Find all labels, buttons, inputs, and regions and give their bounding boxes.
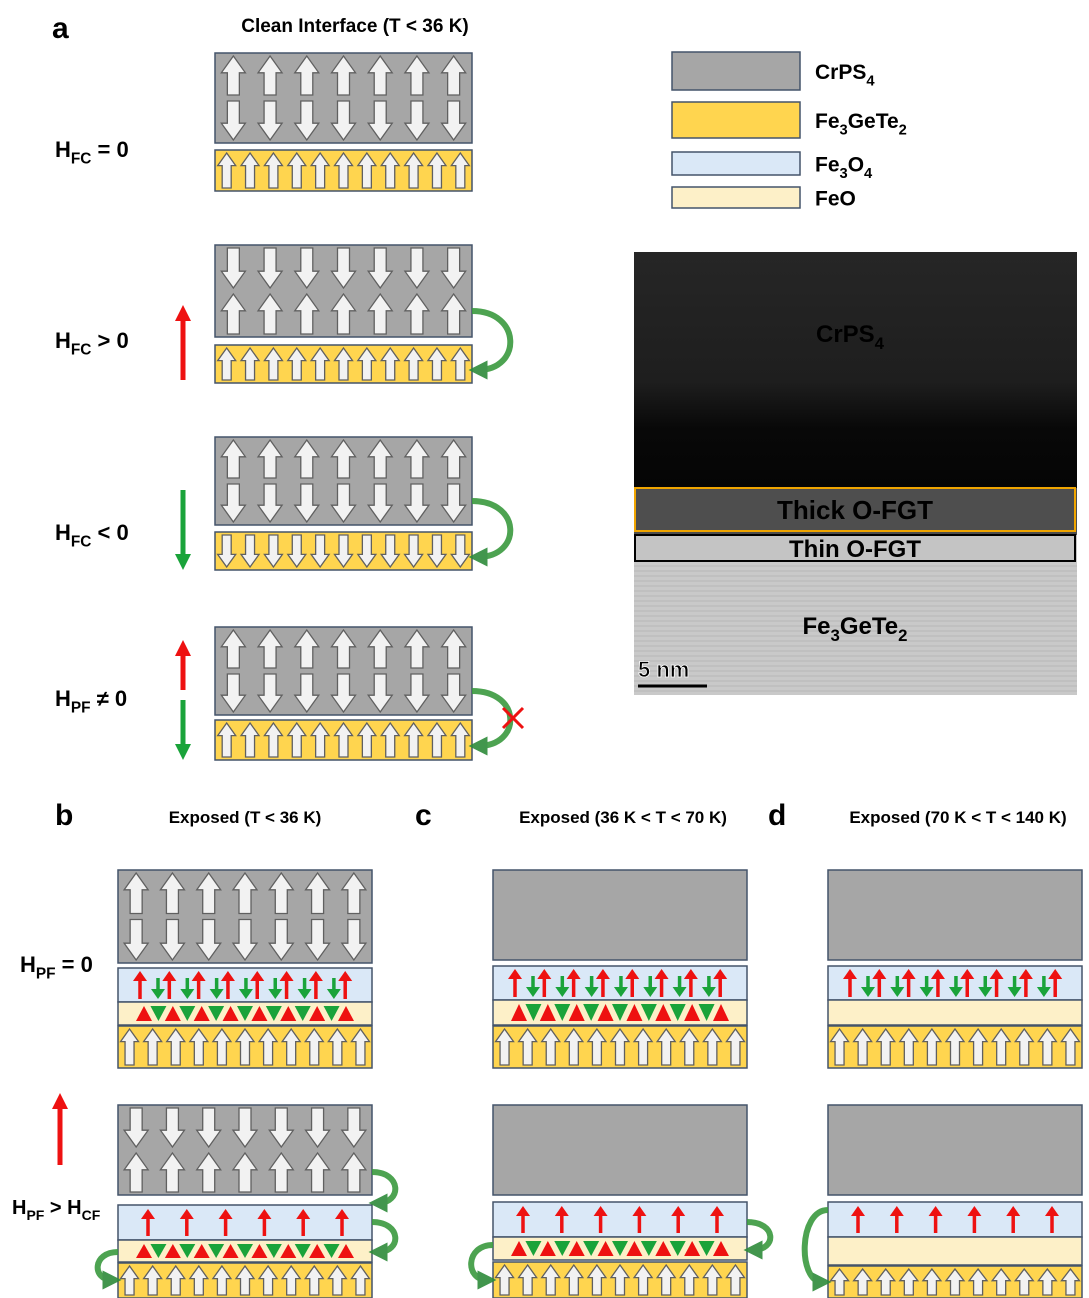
coupling-arrow xyxy=(472,691,510,746)
coupling-arrow xyxy=(471,1245,493,1280)
legend-label: Fe3O4 xyxy=(815,154,873,182)
subscript: FC xyxy=(71,534,92,551)
field-head xyxy=(175,744,191,760)
legend-label: Fe3GeTe2 xyxy=(815,110,907,138)
text-run: H xyxy=(55,686,71,711)
subscript: 3 xyxy=(831,626,840,645)
subscript: 3 xyxy=(840,166,848,182)
subscript: PF xyxy=(26,1207,44,1223)
field-head xyxy=(175,640,191,656)
text-run: H xyxy=(12,1197,26,1219)
field-head xyxy=(52,1093,68,1109)
crps4-layer xyxy=(828,870,1082,960)
field-label: HFC > 0 xyxy=(55,328,129,359)
fe3o4-layer xyxy=(493,1202,747,1237)
text-run: > 0 xyxy=(91,328,128,353)
text-run: H xyxy=(55,137,71,162)
legend-swatch xyxy=(672,152,800,175)
subscript: FC xyxy=(71,342,92,359)
coupling-arrow xyxy=(98,1252,118,1280)
field-label: HPF > HCF xyxy=(12,1197,101,1223)
text-run: < 0 xyxy=(91,520,128,545)
legend-swatch xyxy=(672,52,800,90)
text-run: ≠ 0 xyxy=(91,686,128,711)
legend-label: CrPS4 xyxy=(815,61,875,89)
panel-title: Exposed (T < 36 K) xyxy=(169,808,322,827)
subscript: PF xyxy=(36,966,56,983)
coupling-arrow xyxy=(372,1172,395,1203)
subscript: 2 xyxy=(898,626,907,645)
text-run: H xyxy=(55,328,71,353)
tem-label: Thick O-FGT xyxy=(777,495,933,525)
panel-letter: c xyxy=(415,799,432,832)
legend-swatch xyxy=(672,102,800,138)
coupling-arrow xyxy=(372,1222,395,1252)
subscript: FC xyxy=(71,151,92,168)
panel-letter: d xyxy=(768,799,786,832)
subscript: 4 xyxy=(864,166,873,182)
feo-layer xyxy=(828,1000,1082,1025)
subscript: 4 xyxy=(866,73,875,89)
subscript: CF xyxy=(82,1207,101,1223)
tem-crps4 xyxy=(634,252,1077,488)
fe3o4-layer xyxy=(118,1205,372,1240)
panel-letter: b xyxy=(55,799,73,832)
panel-title: Exposed (70 K < T < 140 K) xyxy=(849,808,1066,827)
field-head xyxy=(175,554,191,570)
tem-label: Thin O-FGT xyxy=(789,536,921,563)
crps4-layer xyxy=(493,870,747,960)
field-head xyxy=(175,305,191,321)
text-run: H xyxy=(20,952,36,977)
subscript: 3 xyxy=(840,122,848,138)
field-label: HFC < 0 xyxy=(55,520,129,551)
coupling-arrow xyxy=(805,1210,828,1282)
text-run: Fe xyxy=(803,613,831,640)
text-run: > H xyxy=(44,1197,81,1219)
text-run: O xyxy=(848,154,864,177)
field-label: HPF ≠ 0 xyxy=(55,686,127,717)
subscript: PF xyxy=(71,700,91,717)
text-run: H xyxy=(55,520,71,545)
feo-layer xyxy=(828,1237,1082,1265)
coupling-arrow xyxy=(472,311,510,370)
field-label: HPF = 0 xyxy=(20,952,93,983)
text-run: CrPS xyxy=(816,321,875,348)
panel-title: Exposed (36 K < T < 70 K) xyxy=(519,808,727,827)
panel-title: Clean Interface (T < 36 K) xyxy=(241,16,469,37)
coupling-arrow xyxy=(747,1222,770,1250)
text-run: FeO xyxy=(815,188,856,211)
text-run: = 0 xyxy=(91,137,128,162)
text-run: GeTe xyxy=(840,613,898,640)
legend-swatch xyxy=(672,187,800,208)
crps4-layer xyxy=(828,1105,1082,1195)
figure: aClean Interface (T < 36 K)HFC = 0HFC > … xyxy=(0,0,1089,1298)
text-run: GeTe xyxy=(848,110,899,133)
legend-label: FeO xyxy=(815,188,856,211)
text-run: = 0 xyxy=(56,952,93,977)
crps4-layer xyxy=(493,1105,747,1195)
panel-letter: a xyxy=(52,12,69,45)
subscript: 4 xyxy=(875,334,885,353)
field-label: HFC = 0 xyxy=(55,137,129,168)
text-run: Fe xyxy=(815,110,840,133)
fe3o4-layer xyxy=(828,1202,1082,1237)
text-run: CrPS xyxy=(815,61,866,84)
coupling-arrow xyxy=(472,501,510,557)
scale-label: 5 nm xyxy=(638,657,689,682)
subscript: 2 xyxy=(899,122,907,138)
text-run: Fe xyxy=(815,154,840,177)
